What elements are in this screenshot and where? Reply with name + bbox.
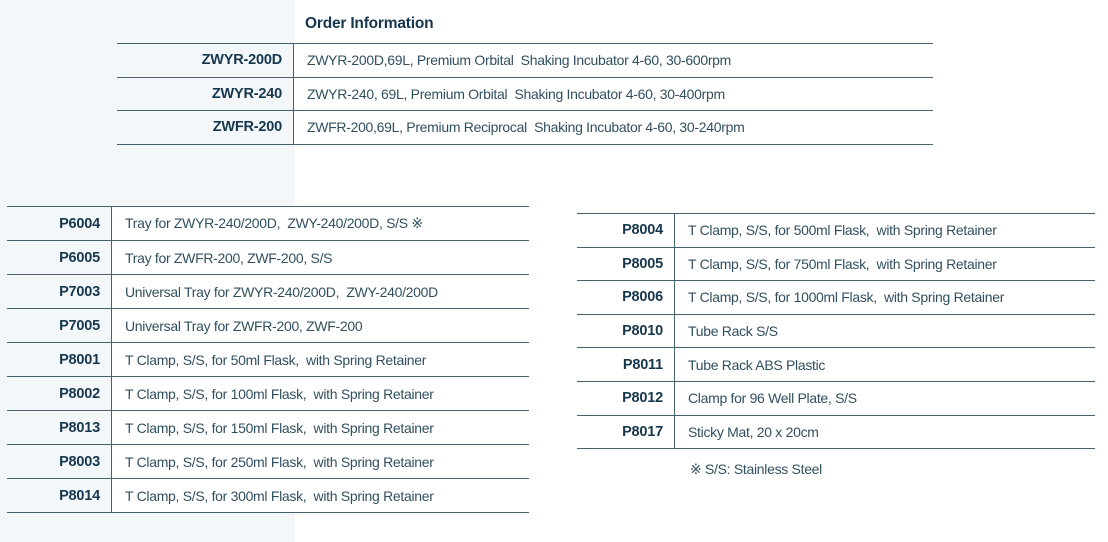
product-code-cell: P8001 bbox=[7, 343, 111, 376]
table-row: P6004 Tray for ZWYR-240/200D, ZWY-240/20… bbox=[7, 206, 529, 240]
product-description-cell: T Clamp, S/S, for 300ml Flask, with Spri… bbox=[111, 479, 529, 512]
product-code-cell: P8002 bbox=[7, 377, 111, 410]
product-description-cell: Tray for ZWYR-240/200D, ZWY-240/200D, S/… bbox=[111, 207, 529, 240]
product-code-cell: P8010 bbox=[577, 314, 674, 348]
product-code-cell: ZWFR-200 bbox=[117, 111, 293, 144]
product-description-cell: Tray for ZWFR-200, ZWF-200, S/S bbox=[111, 241, 529, 274]
table-row: P7003 Universal Tray for ZWYR-240/200D, … bbox=[7, 274, 529, 308]
table-row: ZWYR-200D ZWYR-200D,69L, Premium Orbital… bbox=[117, 43, 933, 77]
product-description-cell: Sticky Mat, 20 x 20cm bbox=[674, 415, 1095, 449]
order-information-title: Order Information bbox=[305, 15, 434, 32]
stainless-steel-footnote: ※ S/S: Stainless Steel bbox=[690, 461, 822, 477]
table-row: P8012 Clamp for 96 Well Plate, S/S bbox=[577, 380, 1095, 415]
product-code-cell: P8004 bbox=[577, 214, 674, 247]
table-row: P8002 T Clamp, S/S, for 100ml Flask, wit… bbox=[7, 376, 529, 410]
table-row: P8010 Tube Rack S/S bbox=[577, 313, 1095, 348]
product-description-cell: T Clamp, S/S, for 250ml Flask, with Spri… bbox=[111, 445, 529, 478]
product-description-cell: Tube Rack S/S bbox=[674, 314, 1095, 348]
accessories-table-right: P8004 T Clamp, S/S, for 500ml Flask, wit… bbox=[577, 213, 1095, 450]
product-description-cell: Clamp for 96 Well Plate, S/S bbox=[674, 381, 1095, 415]
table-row: P8005 T Clamp, S/S, for 750ml Flask, wit… bbox=[577, 246, 1095, 281]
table-row: P8013 T Clamp, S/S, for 150ml Flask, wit… bbox=[7, 410, 529, 444]
table-row: P8017 Sticky Mat, 20 x 20cm bbox=[577, 414, 1095, 449]
product-description-cell: Tube Rack ABS Plastic bbox=[674, 348, 1095, 381]
table-row: P7005 Universal Tray for ZWFR-200, ZWF-2… bbox=[7, 308, 529, 342]
product-code-cell: P7003 bbox=[7, 275, 111, 308]
product-description-cell: T Clamp, S/S, for 100ml Flask, with Spri… bbox=[111, 377, 529, 410]
table-row: P8014 T Clamp, S/S, for 300ml Flask, wit… bbox=[7, 478, 529, 512]
product-description-cell: ZWYR-240, 69L, Premium Orbital Shaking I… bbox=[293, 77, 933, 111]
product-description-cell: T Clamp, S/S, for 500ml Flask, with Spri… bbox=[674, 214, 1095, 247]
product-code-cell: P8014 bbox=[7, 479, 111, 512]
product-code-cell: P8011 bbox=[577, 348, 674, 381]
table-row: ZWFR-200 ZWFR-200,69L, Premium Reciproca… bbox=[117, 110, 933, 144]
product-description-cell: ZWYR-200D,69L, Premium Orbital Shaking I… bbox=[293, 44, 933, 77]
product-description-cell: T Clamp, S/S, for 750ml Flask, with Spri… bbox=[674, 247, 1095, 281]
product-description-cell: Universal Tray for ZWFR-200, ZWF-200 bbox=[111, 309, 529, 342]
product-description-cell: ZWFR-200,69L, Premium Reciprocal Shaking… bbox=[293, 111, 933, 144]
product-code-cell: P8006 bbox=[577, 281, 674, 314]
product-code-cell: P7005 bbox=[7, 309, 111, 342]
table-row: P8011 Tube Rack ABS Plastic bbox=[577, 347, 1095, 381]
accessories-table-left: P6004 Tray for ZWYR-240/200D, ZWY-240/20… bbox=[7, 206, 529, 513]
product-code-cell: P8013 bbox=[7, 411, 111, 444]
order-information-table: ZWYR-200D ZWYR-200D,69L, Premium Orbital… bbox=[117, 43, 933, 145]
table-row: ZWYR-240 ZWYR-240, 69L, Premium Orbital … bbox=[117, 76, 933, 111]
product-code-cell: P8017 bbox=[577, 415, 674, 449]
table-row: P8003 T Clamp, S/S, for 250ml Flask, wit… bbox=[7, 444, 529, 478]
product-code-cell: P8003 bbox=[7, 445, 111, 478]
product-code-cell: P8012 bbox=[577, 381, 674, 415]
product-description-cell: T Clamp, S/S, for 150ml Flask, with Spri… bbox=[111, 411, 529, 444]
table-row: P8001 T Clamp, S/S, for 50ml Flask, with… bbox=[7, 342, 529, 376]
product-code-cell: P6005 bbox=[7, 241, 111, 274]
product-code-cell: ZWYR-200D bbox=[117, 44, 293, 77]
product-description-cell: Universal Tray for ZWYR-240/200D, ZWY-24… bbox=[111, 275, 529, 308]
product-code-cell: P6004 bbox=[7, 207, 111, 240]
product-description-cell: T Clamp, S/S, for 50ml Flask, with Sprin… bbox=[111, 343, 529, 376]
table-row: P8004 T Clamp, S/S, for 500ml Flask, wit… bbox=[577, 213, 1095, 247]
table-row: P6005 Tray for ZWFR-200, ZWF-200, S/S bbox=[7, 240, 529, 274]
product-description-cell: T Clamp, S/S, for 1000ml Flask, with Spr… bbox=[674, 281, 1095, 314]
product-code-cell: ZWYR-240 bbox=[117, 77, 293, 111]
product-code-cell: P8005 bbox=[577, 247, 674, 281]
table-row: P8006 T Clamp, S/S, for 1000ml Flask, wi… bbox=[577, 280, 1095, 314]
